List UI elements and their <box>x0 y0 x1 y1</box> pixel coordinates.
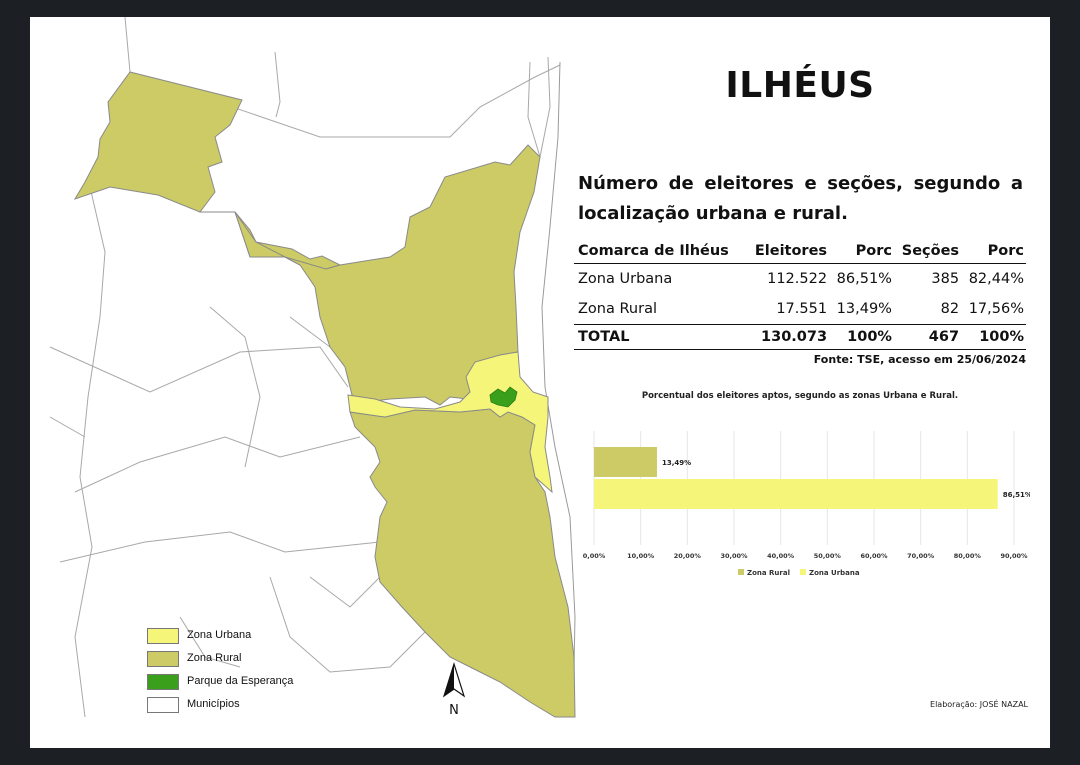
chart-tick-label: 0,00% <box>583 552 606 560</box>
header-porc: Porc <box>829 239 894 264</box>
parque-da-esperanca <box>489 386 518 408</box>
header-secoes: Seções <box>893 239 962 264</box>
chart-tick-label: 20,00% <box>674 552 702 560</box>
header-porc-secoes: Porc <box>961 239 1026 264</box>
chart-bar-zona-rural <box>594 447 657 477</box>
cell-total-eleitores: 130.073 <box>745 324 830 350</box>
credit-note: Elaboração: JOSÉ NAZAL <box>930 700 1028 709</box>
map-sheet: Zona Urbana Zona Rural Parque da Esperan… <box>30 17 1050 748</box>
legend-label: Municípios <box>187 698 240 710</box>
chart-tick-label: 50,00% <box>814 552 842 560</box>
chart-legend-label: Zona Urbana <box>809 569 860 577</box>
legend-swatch <box>147 651 179 667</box>
chart-tick-label: 30,00% <box>720 552 748 560</box>
chart-tick-label: 60,00% <box>860 552 888 560</box>
cell-total-porc-secoes: 100% <box>961 324 1026 350</box>
legend-swatch <box>147 697 179 713</box>
chart-tick-label: 80,00% <box>954 552 982 560</box>
legend-swatch <box>147 674 179 690</box>
cell-porc: 86,51% <box>836 271 892 287</box>
north-arrow-icon: N <box>442 662 466 718</box>
cell-zona: Zona Rural <box>578 301 657 317</box>
table-row: Zona Urbana 112.522 86,51% 385 82,44% <box>574 264 1026 295</box>
chart-legend-label: Zona Rural <box>747 569 790 577</box>
chart-legend-swatch <box>800 569 806 575</box>
table-row: Zona Rural 17.551 13,49% 82 17,56% <box>574 294 1026 325</box>
percent-bar-chart: 0,00% 10,00% 20,00% 30,00% 40,00% 50,00% 60,00… <box>583 431 1030 577</box>
table-total-row: TOTAL 130.073 100% 467 100% <box>574 324 1026 350</box>
municipios-boundaries <box>49 17 561 718</box>
cell-porc-secoes: 17,56% <box>968 301 1024 317</box>
cell-total-porc: 100% <box>829 324 894 350</box>
table-subtitle: Número de eleitores e seções, segundo a … <box>578 173 1023 224</box>
cell-zona: Zona Urbana <box>578 271 673 287</box>
chart-tick-label: 70,00% <box>907 552 935 560</box>
chart-data-label: 13,49% <box>662 459 691 467</box>
chart-tick-label: 90,00% <box>1000 552 1028 560</box>
cell-porc: 13,49% <box>836 301 892 317</box>
table-header-row: Comarca de Ilhéus Eleitores Porc Seções … <box>574 239 1026 264</box>
chart-tick-label: 40,00% <box>767 552 795 560</box>
header-comarca: Comarca de Ilhéus <box>574 239 746 264</box>
legend-swatch <box>147 628 179 644</box>
chart-title: Porcentual dos eleitores aptos, segundo … <box>641 391 959 401</box>
electors-table: Comarca de Ilhéus Eleitores Porc Seções … <box>574 239 1026 350</box>
cell-secoes: 385 <box>931 271 960 287</box>
cell-porc-secoes: 82,44% <box>968 271 1024 287</box>
page-title: ILHÉUS <box>725 65 875 106</box>
legend-label: Parque da Esperança <box>187 675 294 687</box>
zona-urbana <box>347 351 553 494</box>
source-note: Fonte: TSE, acesso em 25/06/2024 <box>813 353 1026 366</box>
municipality-map <box>49 17 576 718</box>
chart-data-label: 86,51% <box>1003 491 1030 499</box>
legend-label: Zona Rural <box>187 652 242 664</box>
chart-legend-swatch <box>738 569 744 575</box>
chart-tick-label: 10,00% <box>627 552 655 560</box>
cell-eleitores: 112.522 <box>767 271 828 287</box>
cell-total-secoes: 467 <box>893 324 962 350</box>
cell-secoes: 82 <box>940 301 960 317</box>
legend-label: Zona Urbana <box>187 629 252 641</box>
coastline <box>541 61 576 718</box>
header-eleitores: Eleitores <box>745 239 830 264</box>
north-label: N <box>449 703 459 718</box>
chart-bar-zona-urbana <box>594 479 998 509</box>
zona-rural-northwest <box>73 71 342 270</box>
cell-eleitores: 17.551 <box>776 301 828 317</box>
cell-total-label: TOTAL <box>574 324 746 350</box>
